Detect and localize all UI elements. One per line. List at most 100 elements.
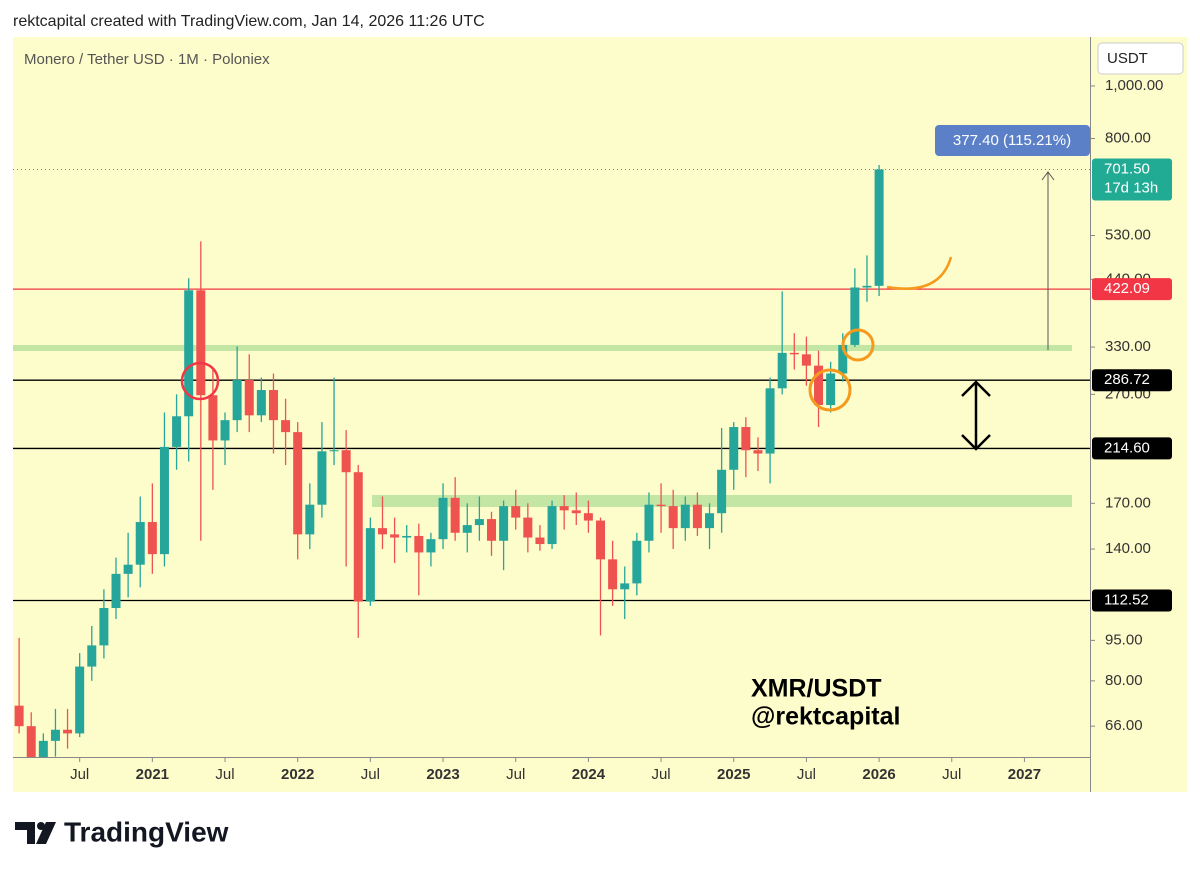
candle-body — [390, 534, 400, 538]
candle-body — [293, 432, 303, 535]
measure-box — [935, 125, 1090, 156]
range-arrow-heads — [961, 380, 991, 451]
candle-body — [26, 726, 36, 757]
curve-drawing — [886, 256, 953, 290]
x-tick-label: Jul — [942, 766, 961, 783]
candle-body — [111, 573, 121, 608]
candle-body — [75, 666, 85, 734]
x-tick-label: Jul — [506, 766, 525, 783]
highlight-circle — [841, 328, 875, 362]
candle-body — [402, 535, 412, 538]
y-tick-label: 330.00 — [1105, 338, 1151, 355]
x-tick-label: 2026 — [862, 766, 895, 783]
candle-body — [438, 497, 448, 540]
candle-body — [99, 607, 109, 646]
plot-area — [13, 164, 1090, 757]
last-price-box — [1092, 158, 1172, 201]
candle-body — [329, 450, 339, 452]
candle-body — [801, 354, 811, 366]
candle-body — [814, 365, 824, 406]
candle-body — [547, 506, 557, 545]
candle-body — [692, 504, 702, 529]
drawings: 377.40 (115.21%) XMR/USDT @rektcapital — [180, 125, 1090, 731]
candle-body — [317, 451, 327, 505]
logo-mark — [15, 822, 35, 844]
header: rektcapital created with TradingView.com… — [13, 13, 485, 30]
candle-body — [123, 564, 133, 574]
candle-body — [184, 290, 194, 417]
candle-body — [244, 379, 254, 416]
annotation: @rektcapital — [751, 703, 900, 731]
candle-body — [87, 645, 97, 667]
y-tick-label: 140.00 — [1105, 540, 1151, 557]
annotation: XMR/USDT — [751, 675, 882, 703]
level-label: 422.09 — [1104, 280, 1150, 297]
candle-body — [353, 472, 363, 602]
candle-body — [608, 559, 618, 590]
candle-body — [850, 287, 860, 345]
y-tick-label: 1,000.00 — [1105, 77, 1163, 94]
highlight-circle — [808, 368, 852, 412]
candle-body — [753, 450, 763, 454]
candle-body — [838, 344, 848, 374]
currency: USDT — [1107, 50, 1148, 67]
candle-body — [281, 420, 291, 433]
x-tick-label: 2024 — [572, 766, 606, 783]
candle-body — [38, 740, 48, 757]
candle-body — [486, 519, 496, 541]
candle-body — [450, 497, 460, 533]
x-tick-label: 2023 — [426, 766, 459, 783]
candle-body — [729, 427, 739, 470]
level-label: 286.72 — [1104, 371, 1150, 388]
x-tick-label: Jul — [70, 766, 89, 783]
candle-body — [826, 373, 836, 406]
candle-body — [862, 285, 872, 288]
level-label-box — [1092, 589, 1172, 612]
x-tick-label: Jul — [215, 766, 234, 783]
currency-box[interactable] — [1097, 42, 1184, 75]
candle-body — [474, 519, 484, 526]
candle-body — [789, 352, 799, 355]
candle-body — [172, 416, 182, 447]
y-tick-label: 80.00 — [1105, 672, 1143, 689]
candle-body — [377, 528, 387, 535]
countdown: 17d 13h — [1104, 179, 1158, 196]
logo-mark — [36, 822, 56, 844]
x-tick-label: Jul — [797, 766, 816, 783]
candle-body — [632, 540, 642, 584]
candle-body — [620, 583, 630, 590]
level-label-box — [1092, 278, 1172, 301]
y-tick-label: 170.00 — [1105, 494, 1151, 511]
candle-body — [717, 469, 727, 514]
level-label: 214.60 — [1104, 439, 1150, 456]
candle-body — [644, 504, 654, 541]
candle-body — [414, 535, 424, 553]
candle-body — [305, 504, 315, 535]
y-tick-label: 95.00 — [1105, 631, 1143, 648]
support-band — [13, 345, 1072, 351]
x-tick-label: 2027 — [1008, 766, 1041, 783]
candle-body — [583, 513, 593, 521]
candle-body — [208, 395, 218, 441]
candle-body — [680, 504, 690, 529]
candle-body — [741, 427, 751, 451]
measure-arrow — [1041, 171, 1055, 181]
candle-body — [159, 446, 169, 555]
candle-body — [765, 388, 775, 454]
candle-body — [656, 504, 666, 507]
candle-body — [668, 506, 678, 529]
symbol-title: Monero / Tether USD · 1M · Poloniex — [24, 51, 270, 68]
candle-body — [220, 420, 230, 441]
candle-body — [135, 522, 145, 565]
candle-body — [14, 705, 24, 727]
footer-logo: TradingView — [15, 816, 229, 847]
x-tick-label: 2022 — [281, 766, 314, 783]
measure-label: 377.40 (115.21%) — [953, 132, 1071, 149]
candle-body — [874, 169, 884, 286]
highlight-circle — [180, 361, 220, 401]
candle-body — [341, 450, 351, 473]
y-tick-label: 66.00 — [1105, 717, 1143, 734]
candle-body — [523, 517, 533, 538]
candle-body — [777, 352, 787, 389]
